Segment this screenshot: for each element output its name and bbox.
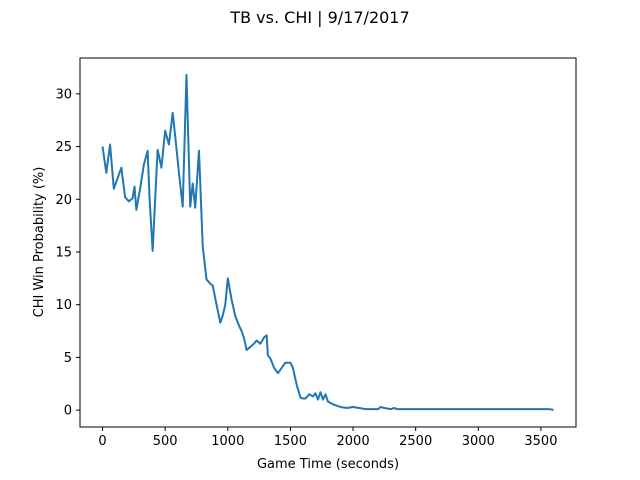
y-tick-label: 10	[55, 298, 72, 313]
x-tick-label: 3500	[524, 434, 557, 449]
y-tick-label: 25	[55, 140, 72, 155]
x-tick-label: 0	[98, 434, 106, 449]
x-tick-label: 500	[153, 434, 178, 449]
y-tick-label: 15	[55, 245, 72, 260]
plot-area	[79, 57, 577, 428]
chart-title: TB vs. CHI | 9/17/2017	[229, 8, 409, 27]
y-axis-label: CHI Win Probability (%)	[32, 167, 47, 318]
axes-frame	[79, 57, 577, 428]
x-tick-label: 2500	[399, 434, 432, 449]
x-axis-label: Game Time (seconds)	[257, 457, 399, 472]
y-tick-label: 0	[64, 404, 72, 419]
y-tick-label: 5	[64, 351, 72, 366]
x-tick-label: 3000	[462, 434, 495, 449]
y-tick-label: 20	[55, 193, 72, 208]
y-axis-ticks: 0 5 10 15 20 25 30	[55, 87, 80, 419]
series-layer	[101, 73, 554, 412]
x-axis-ticks: 0 500 1000 1500 2000 2500 3000 3500	[98, 427, 557, 449]
series-line	[101, 73, 554, 412]
x-tick-label: 1000	[211, 434, 244, 449]
x-tick-label: 1500	[274, 434, 307, 449]
x-tick-label: 2000	[337, 434, 370, 449]
y-tick-label: 30	[55, 87, 72, 102]
